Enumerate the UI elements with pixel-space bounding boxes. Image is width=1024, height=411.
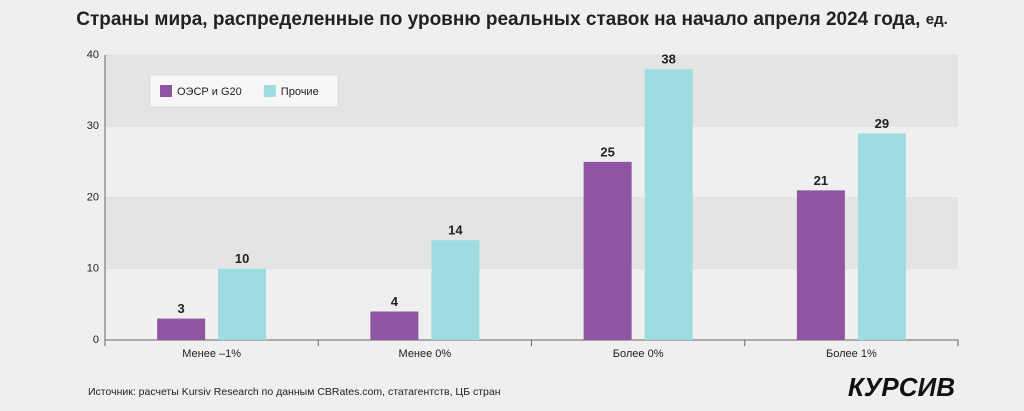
plot-area: 0 10 20 30 40 Менее –1% 3 10 Менее 0% 4 14 Более 0%… <box>87 49 959 360</box>
legend-label: Прочие <box>281 86 319 98</box>
y-tick-label: 0 <box>93 334 99 346</box>
y-tick-label: 30 <box>87 120 99 132</box>
bar <box>157 318 206 340</box>
value-label: 38 <box>661 52 675 67</box>
y-tick-label: 20 <box>87 191 99 203</box>
title-unit: ед. <box>926 11 948 28</box>
value-label: 25 <box>600 144 614 159</box>
legend-swatch <box>263 85 276 97</box>
value-label: 10 <box>235 251 249 266</box>
source-note: Источник: расчеты Kursiv Research по дан… <box>88 386 501 398</box>
x-tick-label: Более 1% <box>826 348 877 360</box>
title-main: Страны мира, распределенные по уровню ре… <box>76 9 920 30</box>
value-label: 21 <box>814 173 828 188</box>
value-label: 29 <box>875 116 889 131</box>
bar <box>796 190 845 340</box>
value-label: 14 <box>448 223 463 238</box>
y-tick-label: 40 <box>87 49 99 61</box>
bar <box>644 69 693 340</box>
value-label: 3 <box>178 301 185 316</box>
x-tick-label: Менее –1% <box>182 348 241 360</box>
chart-title: Страны мира, распределенные по уровню ре… <box>76 9 948 30</box>
bar <box>583 161 632 340</box>
bar <box>431 240 480 340</box>
legend-swatch <box>160 85 172 97</box>
bar <box>218 268 267 340</box>
legend: ОЭСР и G20 Прочие <box>149 74 339 108</box>
legend-box <box>149 74 339 108</box>
x-tick-label: Более 0% <box>613 348 664 360</box>
y-tick-label: 10 <box>87 263 99 275</box>
bar <box>857 133 906 340</box>
legend-label: ОЭСР и G20 <box>177 86 242 98</box>
x-tick-label: Менее 0% <box>399 348 452 360</box>
bar <box>370 311 419 340</box>
value-label: 4 <box>391 294 399 309</box>
brand-logo: КУРСИВ <box>848 372 955 402</box>
